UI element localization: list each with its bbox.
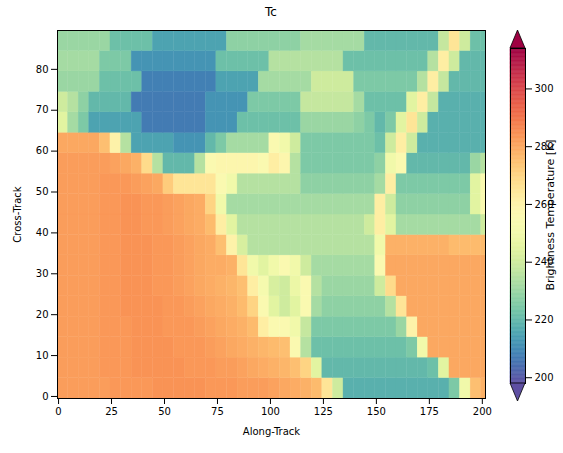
svg-text:30: 30: [36, 268, 49, 279]
svg-text:100: 100: [261, 406, 280, 417]
svg-text:Along-Track: Along-Track: [243, 426, 300, 437]
svg-text:50: 50: [36, 186, 49, 197]
svg-text:300: 300: [535, 83, 554, 94]
svg-text:20: 20: [36, 309, 49, 320]
svg-text:25: 25: [105, 406, 118, 417]
svg-text:10: 10: [36, 350, 49, 361]
svg-text:0: 0: [55, 406, 61, 417]
svg-text:150: 150: [367, 406, 386, 417]
svg-text:0: 0: [42, 391, 48, 402]
svg-text:40: 40: [36, 227, 49, 238]
svg-text:200: 200: [535, 372, 554, 383]
html-text:Tc: Tc: [265, 5, 277, 19]
svg-text:60: 60: [36, 145, 49, 156]
svg-text:220: 220: [535, 314, 554, 325]
svg-text:75: 75: [211, 406, 224, 417]
svg-text:70: 70: [36, 104, 49, 115]
html-text:Brightness Temperature [K]: Brightness Temperature [K]: [543, 139, 557, 291]
svg-text:125: 125: [314, 406, 333, 417]
svg-text:80: 80: [36, 64, 49, 75]
svg-text:Cross-Track: Cross-Track: [12, 186, 23, 242]
svg-text:200: 200: [473, 406, 492, 417]
svg-text:50: 50: [158, 406, 171, 417]
svg-text:175: 175: [420, 406, 439, 417]
